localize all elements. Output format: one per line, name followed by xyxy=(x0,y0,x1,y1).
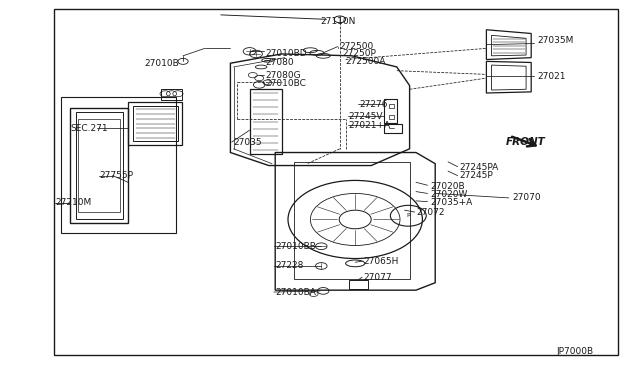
Text: P: P xyxy=(406,213,410,218)
Text: 27010BD: 27010BD xyxy=(266,49,307,58)
Text: 27276: 27276 xyxy=(360,100,388,109)
Text: 272500A: 272500A xyxy=(346,57,386,66)
Text: 27035: 27035 xyxy=(234,138,262,147)
Text: 27065H: 27065H xyxy=(364,257,399,266)
Text: FRONT: FRONT xyxy=(506,137,545,147)
Text: 27210M: 27210M xyxy=(55,198,92,207)
Bar xyxy=(54,9,618,355)
Text: JP7000B: JP7000B xyxy=(557,347,594,356)
Text: 27035+A: 27035+A xyxy=(430,198,472,207)
Text: 27010B: 27010B xyxy=(144,59,179,68)
Text: 27110N: 27110N xyxy=(320,17,355,26)
Text: SEC.271: SEC.271 xyxy=(70,124,108,133)
Text: 27077: 27077 xyxy=(364,273,392,282)
Text: 27245P: 27245P xyxy=(460,171,493,180)
Text: 27080: 27080 xyxy=(266,58,294,67)
Text: 27250P: 27250P xyxy=(342,49,376,58)
Text: 27072: 27072 xyxy=(416,208,445,217)
Text: 27035M: 27035M xyxy=(538,36,574,45)
Text: 27755P: 27755P xyxy=(99,171,133,180)
Text: 27010BC: 27010BC xyxy=(266,79,307,88)
Text: 27010BA: 27010BA xyxy=(275,288,316,296)
Text: 272500: 272500 xyxy=(339,42,374,51)
Bar xyxy=(61,97,176,232)
Text: 27070: 27070 xyxy=(512,193,541,202)
Text: 27245PA: 27245PA xyxy=(460,163,499,172)
Text: 27245V: 27245V xyxy=(348,112,383,121)
Text: 27021+A: 27021+A xyxy=(348,121,390,130)
Text: 27080G: 27080G xyxy=(266,71,301,80)
Text: 27228: 27228 xyxy=(275,262,303,270)
Text: 27021: 27021 xyxy=(538,72,566,81)
Text: 27010BB: 27010BB xyxy=(275,242,316,251)
Text: 27020B: 27020B xyxy=(430,182,465,190)
Text: 27020W: 27020W xyxy=(430,190,467,199)
